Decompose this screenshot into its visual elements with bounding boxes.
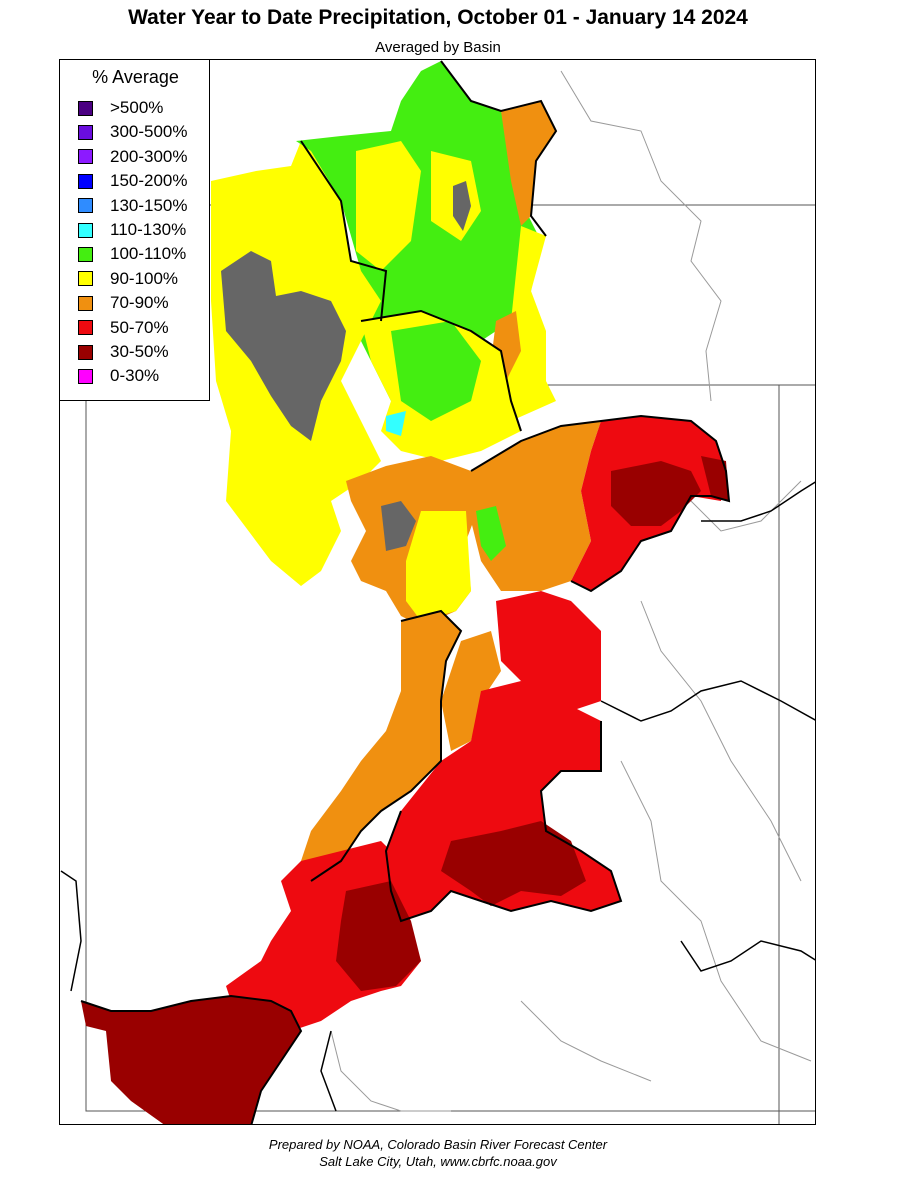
region-upper-green-yellow-1 [356,141,421,271]
region-colorado-headwaters-darkred [611,461,701,526]
region-lower-colorado-darkred [81,996,301,1124]
basin-line-5 [320,1030,337,1112]
region-gunnison-red [496,591,601,711]
legend-label: 50-70% [110,317,169,337]
legend-label: 100-110% [110,244,187,264]
legend-label: 130-150% [110,195,188,215]
legend-swatch [78,246,93,262]
legend-swatch [78,222,93,238]
basin-line-4 [60,870,82,992]
lake-utah [381,501,416,551]
legend-item: 150-200% [78,170,188,192]
region-headwaters-darkred-2 [701,456,729,501]
lake-flaming-gorge [453,181,471,231]
legend-title: % Average [92,67,179,87]
map-title: Water Year to Date Precipitation, Octobe… [128,6,748,29]
legend-item: 50-70% [78,317,169,339]
legend-swatch [78,124,93,140]
outline-upper-green [440,60,558,237]
region-lower-green-orange-2 [441,631,501,751]
river-rio-chama [520,1000,652,1082]
legend-label: 0-30% [110,366,160,386]
outline-colorado [470,414,731,593]
rivers [330,70,812,1112]
credit-line-1: Prepared by NOAA, Colorado Basin River F… [268,1137,608,1152]
region-duchesne-green [391,321,481,421]
outline-great-basin-east [300,140,388,322]
legend-label: 150-200% [110,171,188,191]
region-lower-green-orange [301,611,461,881]
region-white-river-green [476,506,506,561]
map-subtitle: Averaged by Basin [375,39,501,56]
legend-swatch [78,173,93,189]
legend-label: 110-130% [110,220,187,239]
legend-item: 100-110% [78,243,186,265]
map-frame [59,59,816,1125]
outline-lower-green [310,609,463,882]
legend-swatch [78,198,93,214]
basin-line-1 [701,481,815,522]
basin-line-2 [600,680,815,722]
map-legend: % Average >500% 300-500% 200-300% 150-200% 1… [59,59,210,401]
region-san-juan-darkred [441,821,586,906]
region-virgin-darkred [336,881,421,991]
basin-regions [81,61,729,1124]
credit-line-2: Salt Lake City, Utah, www.cbrfc.noaa.gov [319,1154,557,1169]
region-little-snake [501,101,556,226]
legend-label: 200-300% [110,146,188,166]
legend-swatch [78,149,93,165]
legend-label: >500% [110,98,164,117]
lake-great-salt-lake [221,251,346,441]
legend-label: 300-500% [110,122,188,142]
outer-basin-lines [60,481,815,1112]
river-rio-grande [620,760,812,1062]
river-north-platte [560,70,722,402]
legend-swatch [78,368,93,384]
legend-swatch [78,271,93,287]
river-arkansas [640,600,802,882]
legend-item: 90-100% [78,268,178,290]
precipitation-map [60,60,815,1124]
basin-outlines [80,60,731,1124]
region-price-yellow [406,511,471,621]
legend-label: 30-50% [110,342,169,361]
legend-item: 70-90% [78,292,169,314]
legend-swatch [78,295,93,311]
outline-san-juan [384,721,623,923]
region-cyan-spot [386,411,406,436]
legend-item: 200-300% [78,146,188,168]
legend-item: 130-150% [78,195,188,217]
credit: Prepared by NOAA, Colorado Basin River F… [0,1136,876,1170]
state-border-south [85,401,815,1112]
legend-item: 110-130% [78,219,186,241]
legend-item: 0-30% [78,365,159,387]
legend-swatch [78,100,93,116]
legend-item: 300-500% [78,121,188,143]
legend-swatch [78,344,93,360]
legend-label: 70-90% [110,293,169,313]
river-san-juan [330,1030,451,1112]
legend-swatch [78,320,93,336]
legend-item: 30-50% [78,341,169,363]
outline-duchesne [360,309,522,432]
outline-lower-colorado [80,994,303,1124]
basin-line-3 [680,940,815,972]
legend-item: >500% [78,97,163,119]
legend-label: 90-100% [110,268,179,288]
